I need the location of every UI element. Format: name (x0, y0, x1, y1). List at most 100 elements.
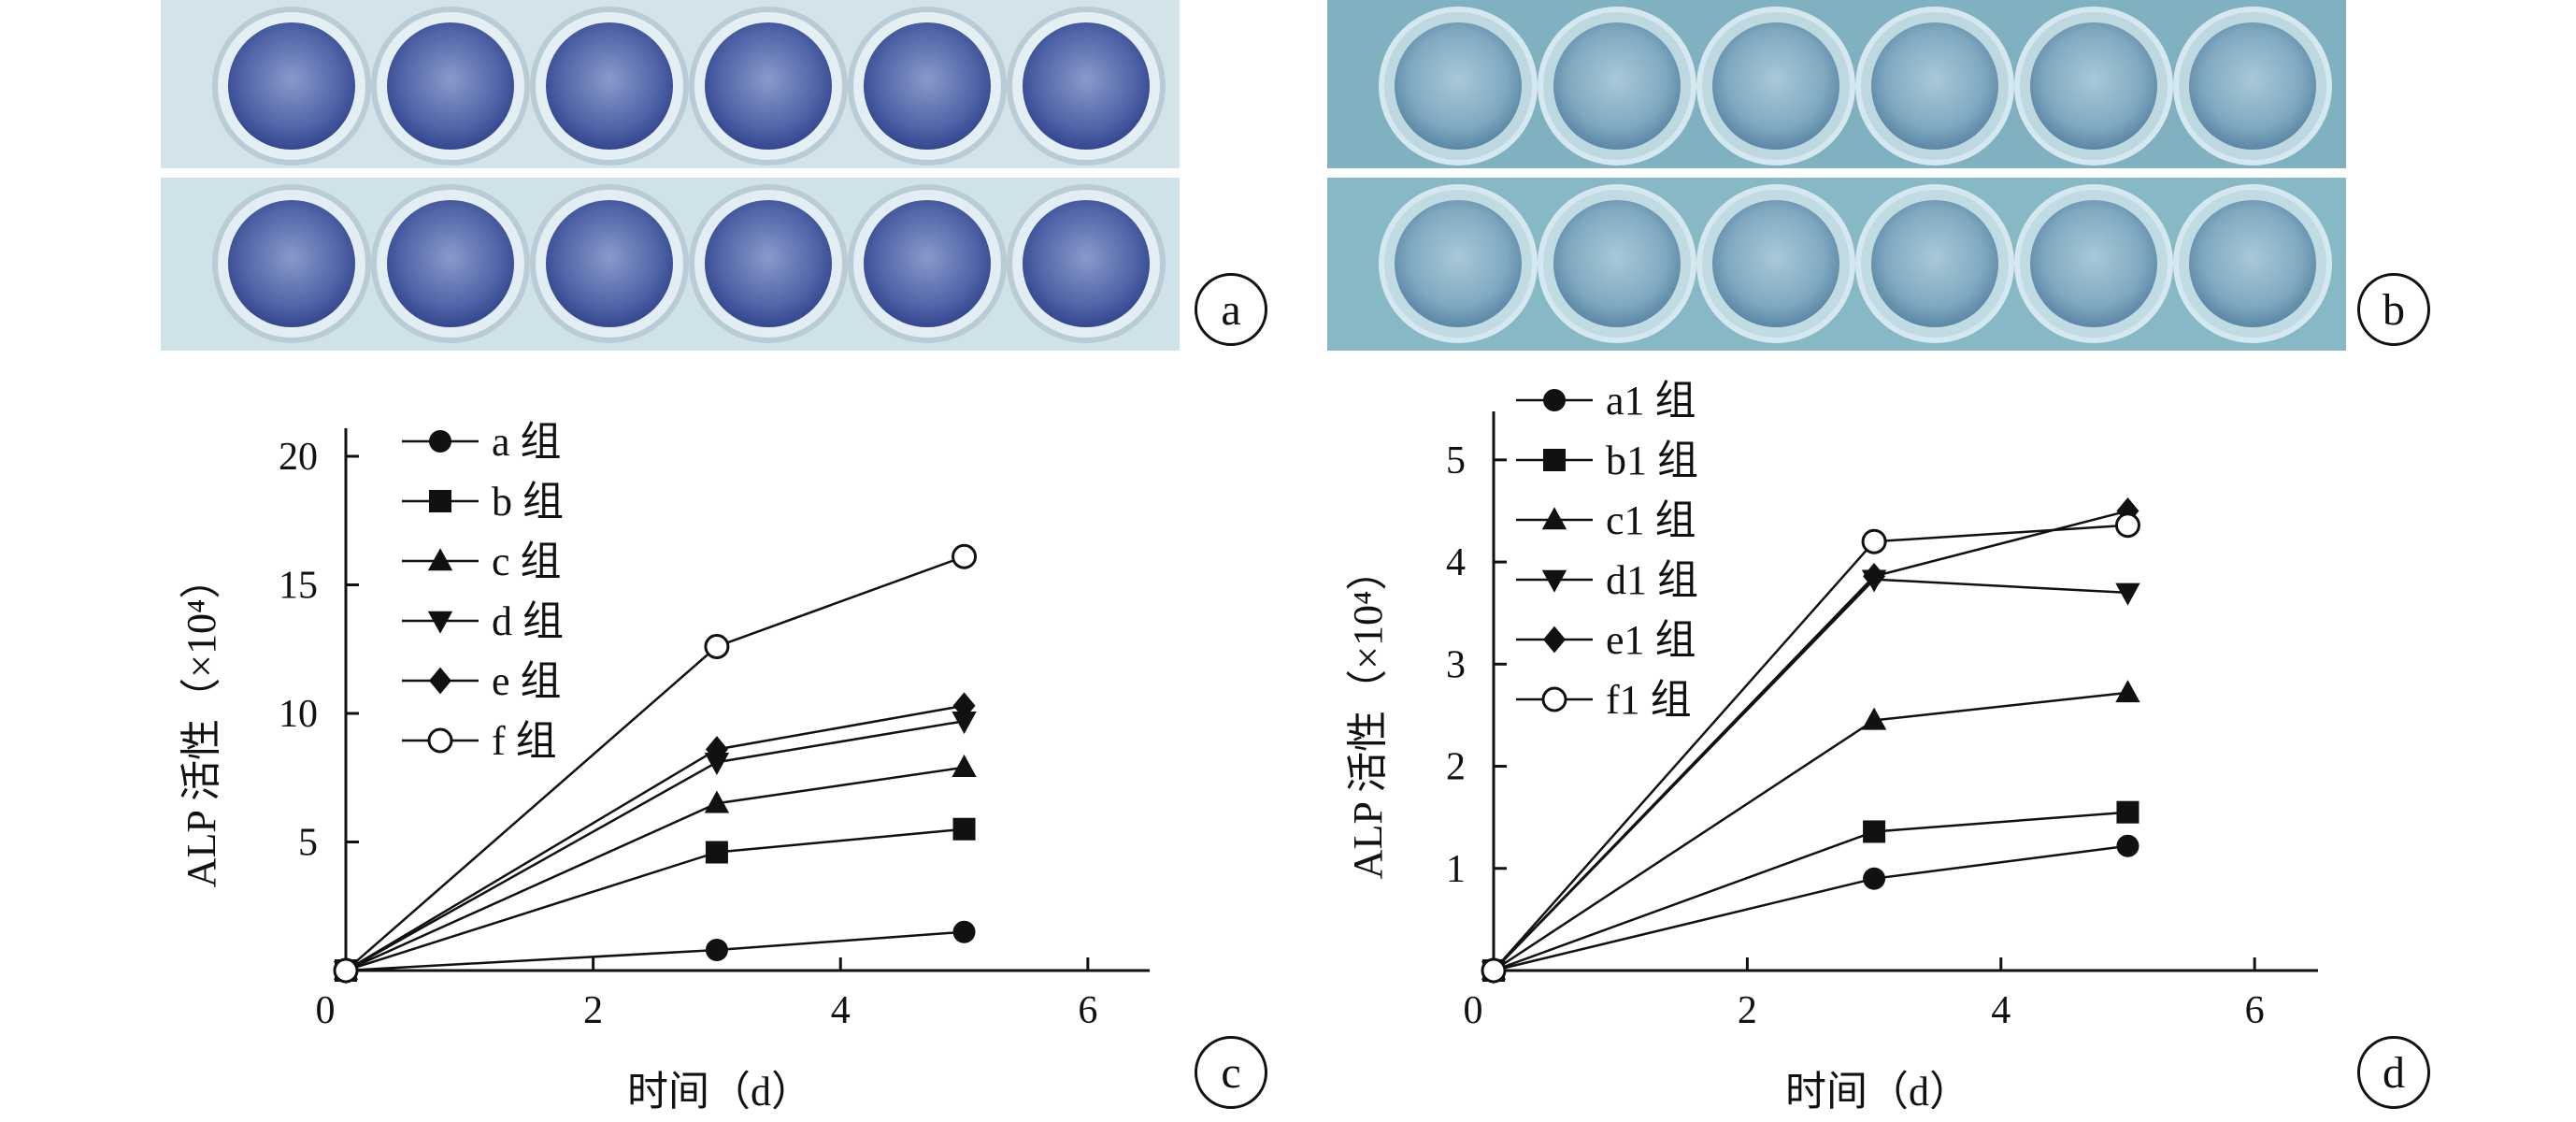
marker-square (1863, 820, 1886, 843)
legend-label: c1 组 (1606, 497, 1696, 543)
well (1023, 200, 1150, 327)
well (228, 200, 355, 327)
marker-open-circle (333, 957, 359, 984)
plate-photo-b-image (1327, 0, 2346, 351)
well (1553, 200, 1681, 327)
well (864, 200, 991, 327)
marker-square (429, 490, 451, 512)
marker-open-circle (704, 634, 730, 659)
marker-triangle-down (704, 753, 730, 776)
y-tick-label: 1 (1446, 848, 1466, 891)
well (705, 22, 832, 150)
marker-open-circle (1481, 957, 1507, 984)
legend-label: a 组 (492, 419, 562, 465)
well (1395, 22, 1522, 150)
y-axis-label: ALP 活性（×10⁴） (1345, 550, 1391, 880)
y-axis-label: ALP 活性（×10⁴） (179, 558, 224, 888)
marker-triangle-down (952, 712, 977, 735)
legend-label: e 组 (492, 658, 562, 704)
well (2030, 200, 2157, 327)
legend-label: f 组 (492, 718, 557, 764)
x-axis-label: 时间（d） (627, 1069, 812, 1115)
well (1871, 200, 1998, 327)
marker-circle (429, 430, 451, 453)
plate-photo-a-image (161, 0, 1180, 351)
marker-open-circle (2114, 512, 2140, 539)
x-tick-label: 2 (1738, 989, 1757, 1032)
panel-label-a: a (1195, 273, 1267, 346)
well (1553, 22, 1681, 150)
marker-circle (952, 920, 976, 943)
marker-square (705, 841, 728, 864)
y-tick-label: 5 (1446, 439, 1466, 482)
well (546, 200, 673, 327)
well (1871, 22, 1998, 150)
well (1712, 200, 1839, 327)
marker-triangle-up (427, 548, 453, 571)
y-tick-label: 15 (279, 565, 318, 608)
x-tick-label: 4 (1991, 989, 2011, 1032)
series-line (345, 827, 965, 972)
series-line (1493, 691, 2128, 972)
marker-circle (2116, 834, 2140, 857)
well (1023, 22, 1150, 150)
panel-label-d: d (2357, 1036, 2430, 1109)
legend-label: e1 组 (1606, 617, 1696, 663)
marker-triangle-up (1861, 707, 1887, 730)
origin-label: 0 (316, 989, 336, 1032)
y-tick-label: 4 (1446, 541, 1466, 584)
well (2189, 22, 2316, 150)
legend-label: a1 组 (1606, 378, 1696, 424)
series-line (1493, 524, 2128, 971)
marker-triangle-down (1541, 569, 1567, 593)
well (546, 22, 673, 150)
marker-triangle-up (1541, 507, 1567, 530)
marker-triangle-down (2115, 583, 2140, 606)
x-tick-label: 2 (583, 989, 603, 1032)
legend-label: c 组 (492, 539, 562, 584)
marker-square (2116, 800, 2140, 824)
legend-label: f1 组 (1606, 677, 1692, 723)
plate-photo-a (161, 0, 1180, 351)
well (387, 22, 514, 150)
marker-triangle-up (952, 754, 977, 777)
marker-circle (1543, 389, 1566, 411)
y-tick-label: 20 (279, 436, 318, 479)
chart-d: 2 4 6 1 2 3 4 5 0 时间（d） ALP 活性（×10⁴） a1 组 b1 组 c1 组 d1… (1345, 378, 2318, 1115)
x-axis-label: 时间（d） (1785, 1069, 1970, 1115)
x-tick-label: 4 (831, 989, 851, 1032)
chart-c: 2 4 6 5 10 15 20 0 时间（d） ALP 活性（×10⁴） a 组 b 组 c 组 d 组… (179, 419, 1150, 1115)
x-tick-label: 6 (2245, 989, 2265, 1032)
y-tick-label: 3 (1446, 643, 1466, 686)
well (228, 22, 355, 150)
marker-open-circle (427, 727, 453, 754)
marker-circle (705, 939, 728, 961)
x-tick-label: 6 (1078, 989, 1097, 1032)
marker-triangle-up (704, 790, 730, 813)
legend-label: b 组 (492, 479, 564, 525)
marker-square (1543, 449, 1566, 471)
marker-open-circle (1541, 686, 1567, 712)
marker-triangle-down (427, 611, 453, 634)
legend-label: d 组 (492, 598, 564, 644)
well (864, 22, 991, 150)
y-tick-label: 10 (279, 693, 318, 736)
marker-circle (1863, 867, 1886, 890)
legend-label: b1 组 (1606, 438, 1698, 483)
marker-open-circle (952, 543, 978, 569)
marker-triangle-up (2115, 680, 2140, 703)
origin-label: 0 (1464, 989, 1483, 1032)
marker-open-circle (1861, 528, 1887, 554)
plate-photo-b (1327, 0, 2346, 351)
series-line (345, 930, 965, 972)
well (387, 200, 514, 327)
marker-diamond (705, 736, 728, 763)
legend-label: d1 组 (1606, 557, 1698, 603)
well (705, 200, 832, 327)
series-line (345, 720, 965, 972)
marker-diamond (429, 667, 451, 695)
well (1395, 200, 1522, 327)
y-tick-label: 2 (1446, 746, 1466, 789)
panel-label-b: b (2357, 273, 2430, 346)
